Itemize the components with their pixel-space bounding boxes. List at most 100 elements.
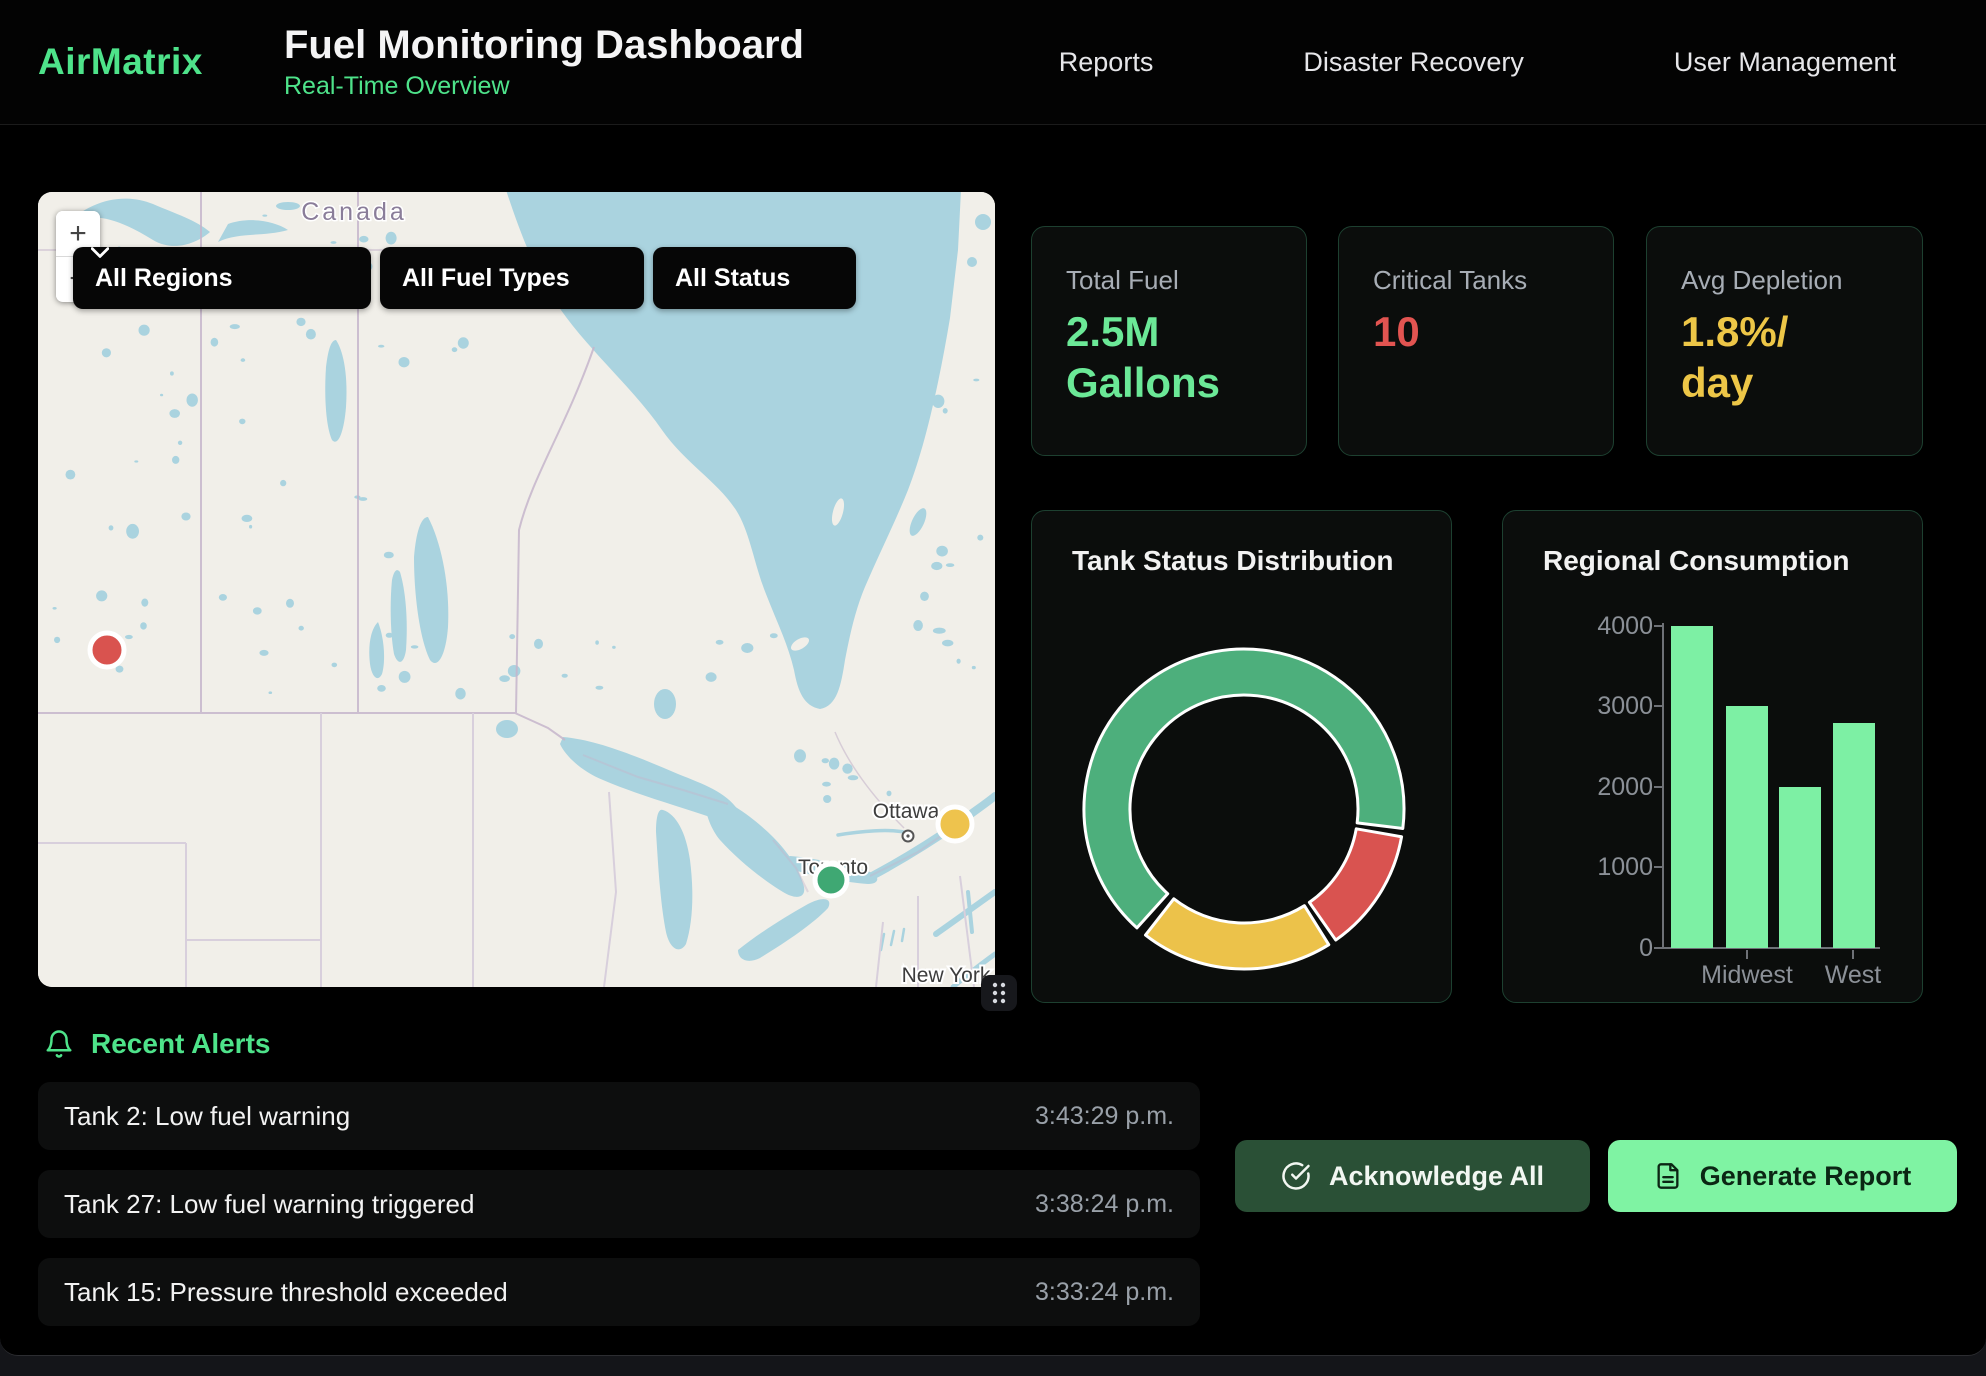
map-small-lake: [241, 358, 246, 362]
app-logo[interactable]: AirMatrix: [38, 41, 256, 83]
map-small-lake: [259, 650, 268, 656]
map-small-lake: [378, 345, 384, 348]
stat-card-critical-tanks: Critical Tanks 10: [1338, 226, 1614, 456]
stat-label: Total Fuel: [1066, 265, 1306, 296]
nav-user-management[interactable]: User Management: [1674, 47, 1896, 78]
alert-timestamp: 3:38:24 p.m.: [1035, 1190, 1174, 1219]
map-small-lake: [332, 663, 338, 668]
map-label-canada: Canada: [301, 198, 407, 226]
map-small-lake: [612, 646, 616, 649]
bar-1[interactable]: [1726, 706, 1768, 948]
map-small-lake: [829, 758, 839, 770]
map-small-lake: [822, 782, 831, 787]
regional-consumption-chart-card: Regional Consumption 4000 3000 2000 1000…: [1502, 510, 1923, 1003]
stat-card-avg-depletion: Avg Depletion 1.8%/ day: [1646, 226, 1923, 456]
map-small-lake: [187, 394, 198, 407]
map-small-lake: [972, 666, 976, 669]
stat-value-line2: Gallons: [1066, 357, 1272, 408]
ottawa-town-icon: [903, 831, 914, 842]
map-small-lake: [562, 674, 568, 678]
fuel-type-filter-value: All Fuel Types: [402, 264, 570, 293]
donut-segment-warning[interactable]: [1145, 899, 1328, 969]
x-axis-tick: [1852, 950, 1854, 959]
main-nav: Reports Disaster Recovery User Managemen…: [1059, 47, 1896, 78]
donut-chart[interactable]: [1032, 511, 1453, 1004]
stat-label: Critical Tanks: [1373, 265, 1613, 296]
y-axis-tick-label: 1000: [1583, 852, 1653, 882]
map-small-lake: [66, 470, 76, 480]
map-small-lake: [386, 232, 397, 245]
bell-icon: [44, 1029, 74, 1059]
alert-row[interactable]: Tank 27: Low fuel warning triggered 3:38…: [38, 1170, 1200, 1238]
map-small-lake: [842, 764, 852, 774]
map-small-lake: [741, 643, 753, 653]
stat-value-line1: 10: [1373, 306, 1579, 357]
stat-value: 2.5M Gallons: [1066, 306, 1272, 408]
nav-reports[interactable]: Reports: [1059, 47, 1154, 78]
map-small-lake: [936, 546, 948, 557]
map-small-lake: [887, 791, 892, 797]
map-small-lake: [716, 640, 724, 645]
map-small-lake: [306, 329, 316, 340]
generate-report-button[interactable]: Generate Report: [1608, 1140, 1957, 1212]
bar-2[interactable]: [1779, 787, 1821, 948]
bar-0[interactable]: [1671, 626, 1713, 948]
map-small-lake: [384, 552, 394, 559]
bar-3[interactable]: [1833, 723, 1875, 948]
map-label-new-york: New York: [902, 964, 991, 987]
y-axis-tick-label: 0: [1583, 933, 1653, 963]
map-small-lake: [141, 599, 148, 607]
app-header: AirMatrix Fuel Monitoring Dashboard Real…: [0, 0, 1986, 125]
donut-segment-critical[interactable]: [1309, 829, 1401, 940]
map-small-lake: [269, 691, 273, 694]
nav-disaster-recovery[interactable]: Disaster Recovery: [1303, 47, 1524, 78]
map-small-lake: [178, 441, 182, 445]
map-small-lake: [509, 634, 515, 639]
chevron-down-icon: [91, 247, 109, 258]
y-axis-tick-label: 3000: [1583, 691, 1653, 721]
map-small-lake: [823, 795, 831, 803]
map-small-lake: [596, 686, 604, 690]
map-small-lake: [977, 535, 983, 541]
region-filter-dropdown[interactable]: All Regions: [73, 247, 371, 309]
recent-alerts-title: Recent Alerts: [91, 1028, 270, 1060]
map-small-lake: [286, 599, 294, 608]
y-axis-tick-label: 4000: [1583, 611, 1653, 641]
map-small-lake: [919, 392, 924, 396]
map-small-lake: [534, 639, 543, 649]
alert-row[interactable]: Tank 15: Pressure threshold exceeded 3:3…: [38, 1258, 1200, 1326]
x-axis-tick-label: West: [1793, 961, 1913, 990]
acknowledge-all-button[interactable]: Acknowledge All: [1235, 1140, 1590, 1212]
dashboard-root: AirMatrix Fuel Monitoring Dashboard Real…: [0, 0, 1986, 1356]
map-small-lake: [249, 525, 252, 529]
map-canvas[interactable]: CanadaOttawaTorontoNew York: [38, 192, 995, 987]
stat-card-total-fuel: Total Fuel 2.5M Gallons: [1031, 226, 1307, 456]
bar-chart-plot[interactable]: [1664, 626, 1879, 948]
map-marker-normal[interactable]: [815, 864, 847, 896]
map-panel: CanadaOttawaTorontoNew York + − All Regi…: [38, 192, 995, 987]
tank-status-chart-card: Tank Status Distribution: [1031, 510, 1452, 1003]
map-small-lake: [181, 513, 190, 521]
map-marker-warning[interactable]: [938, 807, 972, 841]
map-resize-handle[interactable]: [981, 975, 1017, 1011]
page-title: Fuel Monitoring Dashboard: [284, 23, 804, 67]
map-small-lake: [508, 665, 521, 677]
map-small-lake: [253, 607, 262, 614]
map-small-lake: [386, 633, 393, 638]
map-small-lake: [706, 672, 717, 682]
map-small-lake: [920, 592, 929, 601]
map-small-lake: [109, 525, 114, 530]
circle-check-icon: [1281, 1161, 1311, 1191]
region-filter-value: All Regions: [95, 264, 233, 293]
map-small-lake: [134, 460, 138, 462]
alert-row[interactable]: Tank 2: Low fuel warning 3:43:29 p.m.: [38, 1082, 1200, 1150]
map-marker-critical[interactable]: [90, 633, 124, 667]
page-subtitle: Real-Time Overview: [284, 72, 804, 101]
map-small-lake: [822, 758, 829, 763]
status-filter-dropdown[interactable]: All Status: [653, 247, 856, 309]
grip-dots-icon: [988, 979, 1010, 1007]
map-small-lake: [102, 348, 111, 357]
x-axis-tick: [1746, 950, 1748, 959]
stat-value-line1: 2.5M: [1066, 306, 1272, 357]
fuel-type-filter-dropdown[interactable]: All Fuel Types: [380, 247, 644, 309]
